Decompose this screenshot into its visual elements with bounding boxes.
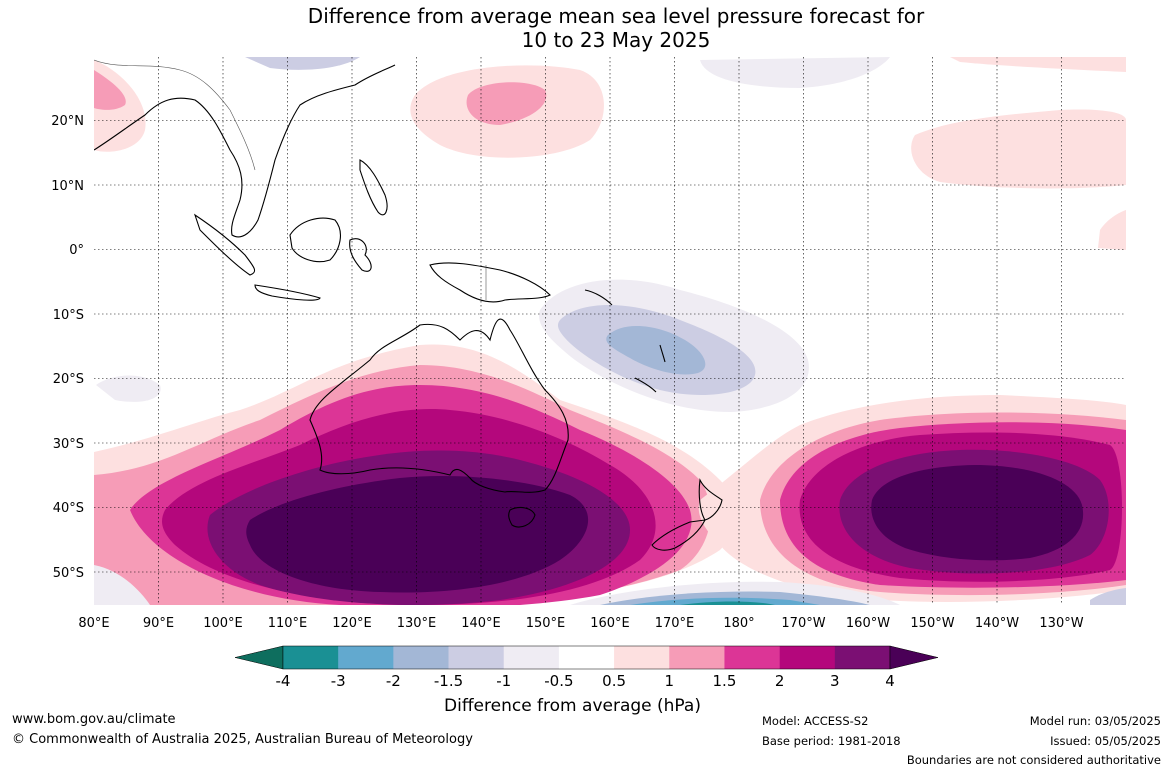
sumatra-coast	[193, 213, 256, 276]
lon-label: 170°W	[781, 616, 825, 631]
lon-label: 150°E	[526, 616, 566, 631]
colorbar-tick-label: -3	[331, 672, 346, 690]
vanuatu-coast	[659, 344, 666, 363]
colorbar-cell	[614, 646, 670, 669]
new-guinea-coast	[429, 262, 551, 303]
longitude-labels: 80°E 90°E 100°E 110°E 120°E 130°E 140°E …	[78, 616, 1083, 631]
low-anomaly-w	[96, 375, 161, 402]
low-anomaly-top	[700, 57, 890, 88]
title-line-2: 10 to 23 May 2025	[521, 28, 711, 52]
anomaly-top-0_5	[950, 57, 1126, 72]
website-link[interactable]: www.bom.gov.au/climate	[12, 712, 176, 727]
low-anomaly-band--1_5	[606, 325, 706, 375]
colorbar-tick-label: 0.5	[602, 672, 626, 690]
new-zealand-north	[698, 478, 723, 521]
colorbar-low-arrow	[234, 645, 284, 670]
colorbar: -4 -3 -2 -1.5 -1 -0.5 0.5 1 1.5 2 3 4	[234, 645, 939, 690]
lat-label: 10°N	[51, 179, 84, 194]
anomaly-band-4	[246, 475, 589, 593]
colorbar-tick-label: -2	[386, 672, 401, 690]
model-run-date: Model run: 03/05/2025	[1029, 714, 1161, 728]
colorbar-tick-label: 4	[885, 672, 895, 690]
anomaly-ne-0_5	[911, 109, 1126, 189]
issued-date: Issued: 05/05/2025	[1050, 734, 1161, 748]
australia-coast	[309, 318, 569, 493]
low-anomaly-south--2	[630, 597, 820, 605]
graticule	[94, 57, 1126, 605]
colorbar-tick-label: -1.5	[434, 672, 463, 690]
low-anomaly-top-w	[245, 57, 360, 70]
new-zealand-south	[651, 519, 706, 551]
title-line-1: Difference from average mean sea level p…	[307, 4, 925, 28]
lat-label: 20°S	[53, 372, 84, 387]
colorbar-tick-label: -1	[496, 672, 511, 690]
country-borders	[94, 59, 487, 300]
lon-label: 130°E	[397, 616, 437, 631]
colorbar-cell	[779, 646, 836, 669]
latitude-labels: 20°N 10°N 0° 10°S 20°S 30°S 40°S 50°S	[51, 114, 84, 581]
borneo-coast	[289, 217, 341, 263]
lon-label: 100°E	[203, 616, 243, 631]
lon-label: 160°E	[590, 616, 630, 631]
sulawesi-coast	[349, 238, 372, 272]
colorbar-cell	[558, 646, 615, 669]
colorbar-tick-label: 3	[830, 672, 840, 690]
colorbar-tick-label: -4	[276, 672, 291, 690]
lon-label: 170°E	[655, 616, 695, 631]
low-anomaly-sw	[94, 565, 150, 605]
model-name: Model: ACCESS-S2	[762, 714, 869, 728]
colorbar-cell	[503, 646, 560, 669]
colorbar-cell	[393, 646, 449, 669]
colorbar-label: Difference from average (hPa)	[444, 696, 701, 716]
philippines-coast	[359, 159, 388, 216]
lat-label: 20°N	[51, 114, 84, 129]
colorbar-cell	[724, 646, 780, 669]
lon-label: 140°W	[975, 616, 1019, 631]
colorbar-high-arrow	[889, 645, 939, 670]
anomaly-band-4-east	[871, 465, 1084, 561]
colorbar-cell	[448, 646, 505, 669]
colorbar-tick-label: 1	[664, 672, 674, 690]
pressure-anomaly-field	[94, 57, 1126, 605]
coastlines	[94, 64, 723, 551]
colorbar-tick-label: -0.5	[544, 672, 573, 690]
asia-mainland-coast	[94, 64, 396, 238]
lat-label: 10°S	[53, 308, 84, 323]
boundaries-disclaimer: Boundaries are not considered authoritat…	[906, 753, 1161, 767]
lat-label: 50°S	[53, 566, 84, 581]
lon-label: 80°E	[78, 616, 109, 631]
colorbar-cell	[338, 646, 394, 669]
java-coast	[254, 284, 321, 301]
low-anomaly-south--3	[680, 601, 775, 605]
solomons-coast	[584, 289, 613, 306]
lon-label: 90°E	[143, 616, 174, 631]
colorbar-cell	[283, 646, 339, 669]
anomaly-ne2-0_5	[1098, 210, 1126, 250]
new-caledonia-coast	[634, 377, 657, 393]
colorbar-tick-label: 1.5	[713, 672, 737, 690]
tasmania-coast	[508, 506, 536, 528]
lat-label: 30°S	[53, 437, 84, 452]
anomaly-west-1	[94, 70, 126, 110]
lon-label: 150°W	[910, 616, 954, 631]
lat-label: 40°S	[53, 501, 84, 516]
base-period: Base period: 1981-2018	[762, 734, 901, 748]
colorbar-cell	[669, 646, 725, 669]
lon-label: 110°E	[268, 616, 308, 631]
lon-label: 160°W	[846, 616, 890, 631]
colorbar-tick-label: 2	[775, 672, 785, 690]
map-title: Difference from average mean sea level p…	[0, 4, 1173, 52]
lat-label: 0°	[69, 243, 84, 258]
lon-label: 140°E	[461, 616, 501, 631]
colorbar-cell	[834, 646, 891, 669]
copyright-notice: © Commonwealth of Australia 2025, Austra…	[12, 732, 473, 747]
low-anomaly-se	[1090, 588, 1126, 605]
lon-label: 180°	[723, 616, 754, 631]
lon-label: 130°W	[1039, 616, 1083, 631]
anomaly-north-1	[466, 82, 547, 125]
lon-label: 120°E	[332, 616, 372, 631]
